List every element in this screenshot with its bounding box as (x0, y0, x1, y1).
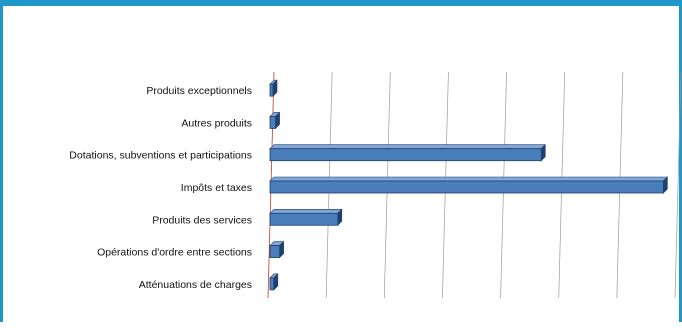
bar (269, 208, 343, 227)
category-label: Atténuations de charges (139, 279, 252, 291)
bar-front-face (269, 83, 274, 97)
bar (269, 176, 669, 194)
category-label: Produits exceptionnels (146, 85, 252, 97)
bar (269, 143, 546, 162)
category-label: Produits des services (152, 214, 252, 226)
bar-top-face (269, 144, 546, 150)
bar (269, 79, 278, 97)
category-label: Impôts et taxes (181, 182, 252, 194)
bar (269, 273, 279, 291)
category-label: Autres produits (181, 117, 252, 129)
bar (269, 240, 285, 259)
category-labels: Produits exceptionnels Autres produits Dot… (69, 85, 252, 291)
category-label: Opérations d'ordre entre sections (97, 247, 252, 259)
bar-chart: Produits exceptionnels Autres produits Dot… (69, 71, 682, 299)
gridline (674, 71, 682, 299)
bar-front-face (269, 245, 281, 258)
bar-front-face (269, 212, 339, 226)
bar-front-face (269, 148, 542, 162)
bar-front-face (269, 277, 275, 291)
bar-front-face (269, 180, 664, 194)
bar-top-face (269, 176, 669, 182)
bar-top-face (269, 208, 343, 214)
bar-front-face (269, 116, 276, 129)
bar (269, 111, 281, 130)
bars (269, 79, 669, 291)
category-label: Dotations, subventions et participations (69, 150, 252, 162)
